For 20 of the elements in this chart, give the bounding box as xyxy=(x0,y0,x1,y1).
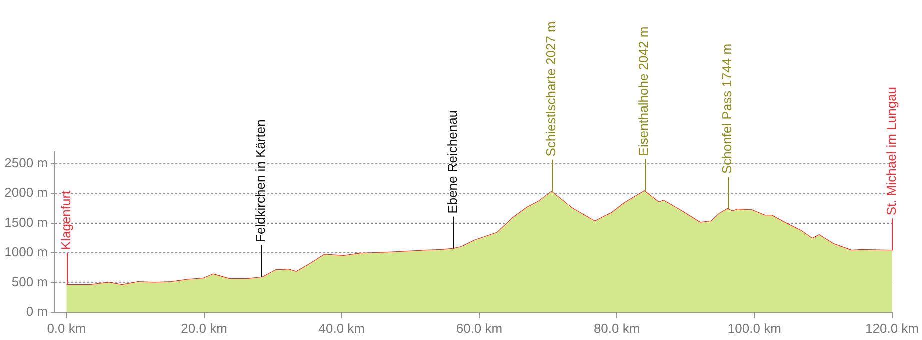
ref-line-label: Ebene Reichenau xyxy=(444,110,460,214)
ref-line-label: Schiestlscharte 2027 m xyxy=(543,22,558,157)
y-tick-label: 500 m xyxy=(12,274,48,290)
x-tick-label: 120.0 km xyxy=(866,320,920,336)
y-tick-label: 2500 m xyxy=(4,155,48,170)
ref-line-label: Eisenthalhohe 2042 m xyxy=(636,26,652,156)
ref-line-label: Schonfel Pass 1744 m xyxy=(719,44,734,174)
ref-line-label: St. Michael im Lungau xyxy=(884,86,899,216)
y-tick-label: 2000 m xyxy=(4,185,48,200)
x-tick-label: 80.0 km xyxy=(594,320,640,336)
x-tick-label: 40.0 km xyxy=(318,320,366,336)
x-tick-label: 0.0 km xyxy=(47,320,86,336)
x-tick-label: 20.0 km xyxy=(181,320,228,336)
y-tick-label: 0 m xyxy=(26,304,48,319)
y-tick-label: 1500 m xyxy=(4,214,48,230)
y-tick-label: 1000 m xyxy=(4,244,48,260)
x-tick-label: 60.0 km xyxy=(456,320,503,336)
ref-line-label: Klagenfurt xyxy=(58,190,74,250)
x-tick-label: 100.0 km xyxy=(728,320,782,336)
ref-line-label: Feldkirchen in Kärten xyxy=(252,120,268,242)
